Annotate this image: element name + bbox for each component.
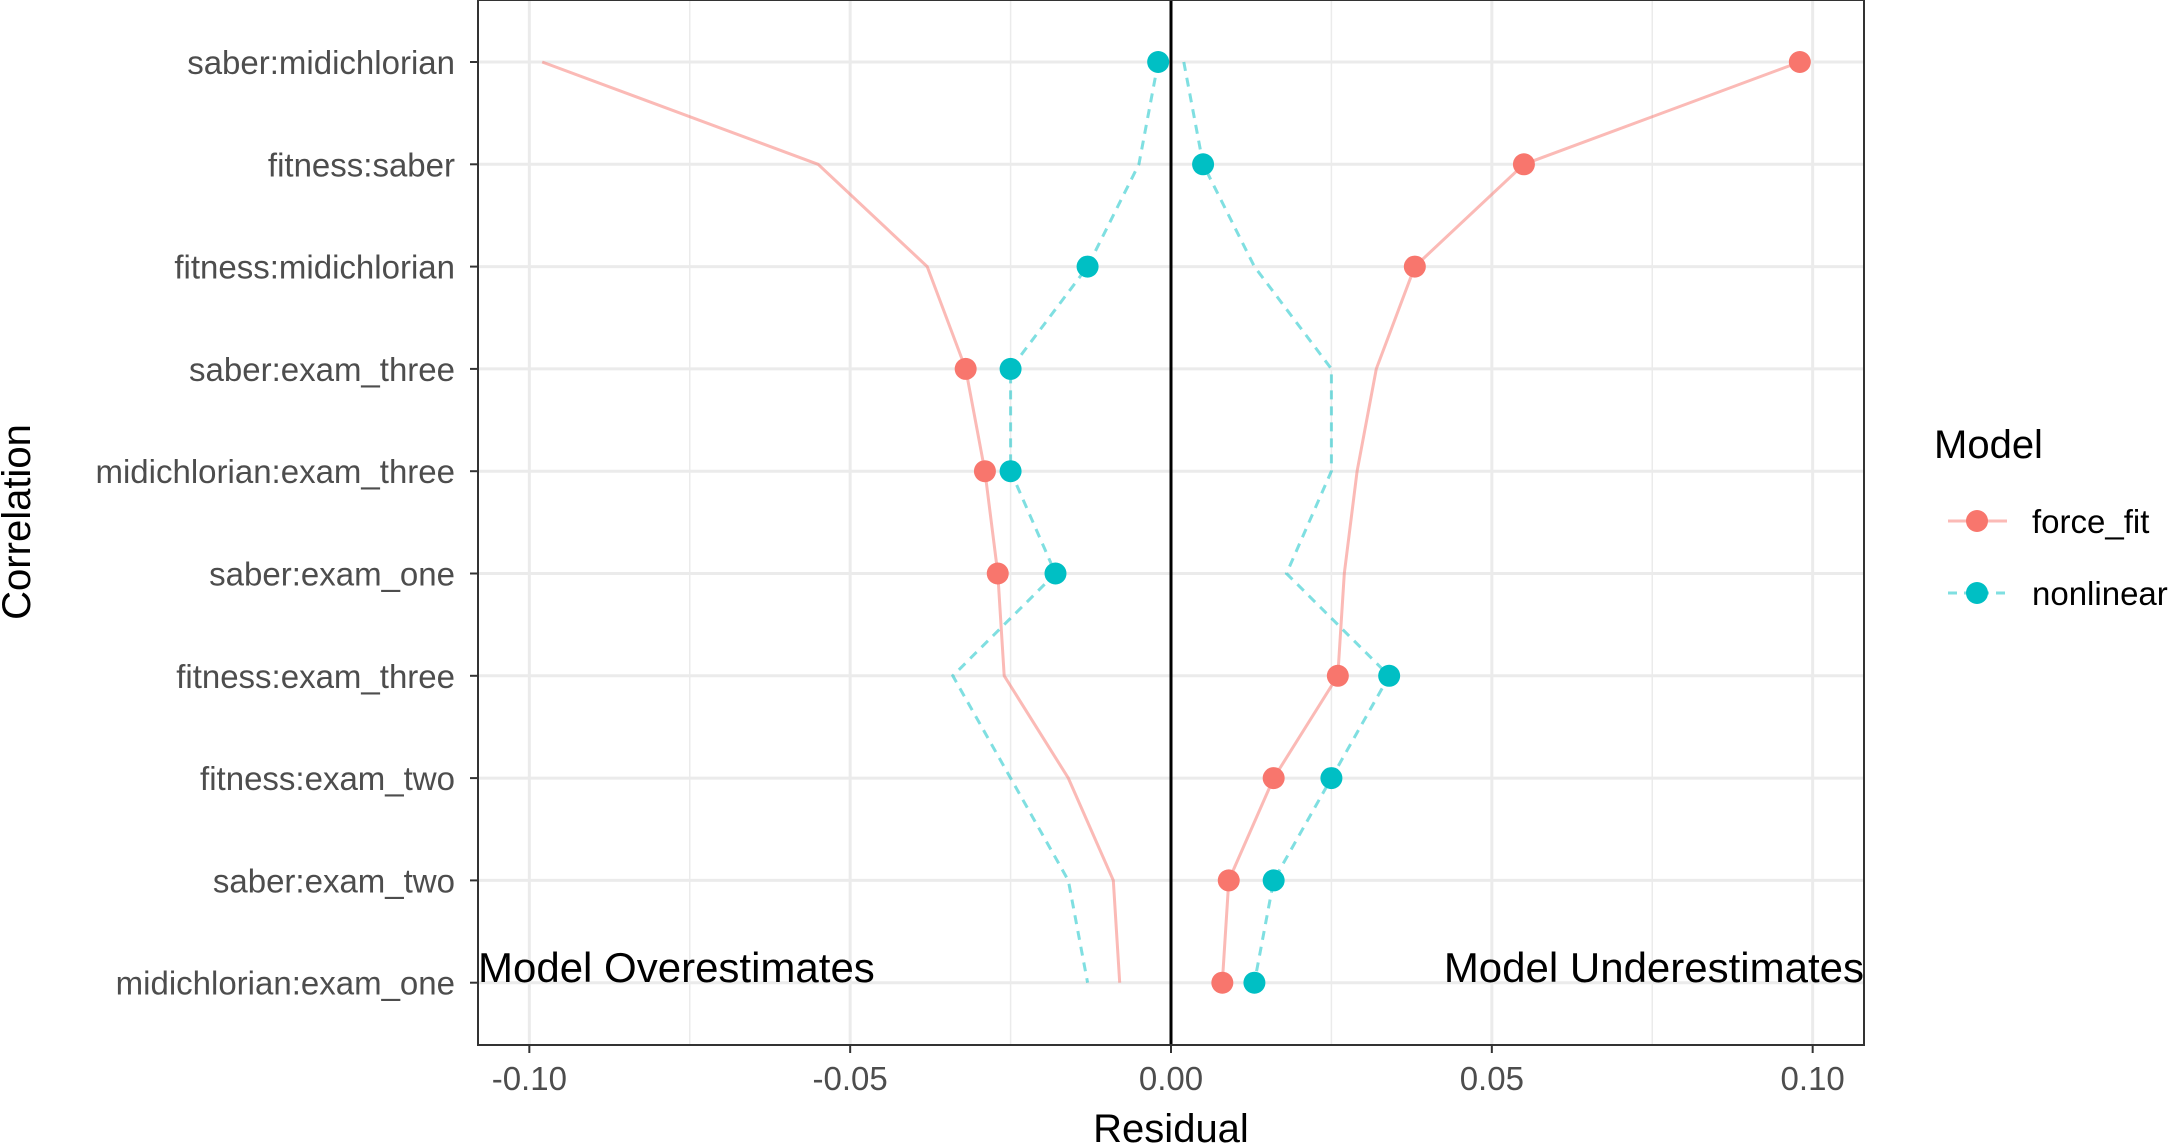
legend-item-force-fit: force_fit bbox=[1948, 503, 2149, 540]
line-force-fit-positive bbox=[1220, 60, 1801, 983]
annotation-overestimates: Model Overestimates bbox=[478, 944, 875, 991]
series-points bbox=[954, 51, 1811, 994]
point-nonlinear bbox=[1262, 869, 1285, 892]
x-tick-label: -0.05 bbox=[813, 1060, 888, 1097]
y-tick-label: saber:midichlorian bbox=[187, 44, 455, 81]
legend-label-force-fit: force_fit bbox=[2032, 503, 2149, 540]
line-force-fit-negative bbox=[541, 60, 1122, 983]
x-axis: -0.10 -0.05 0.00 0.05 0.10 bbox=[492, 1045, 1845, 1097]
point-nonlinear bbox=[999, 357, 1022, 380]
y-tick-label: saber:exam_two bbox=[213, 862, 455, 899]
y-axis-title: Correlation bbox=[0, 424, 39, 620]
x-axis-title: Residual bbox=[1093, 1107, 1249, 1147]
point-force-fit bbox=[954, 357, 977, 380]
annotation-underestimates: Model Underestimates bbox=[1444, 944, 1864, 991]
point-force-fit bbox=[1217, 869, 1240, 892]
x-tick-label: 0.00 bbox=[1139, 1060, 1203, 1097]
y-tick-label: midichlorian:exam_three bbox=[95, 453, 455, 490]
legend: Model force_fit nonlinear bbox=[1934, 423, 2168, 612]
point-nonlinear bbox=[1147, 51, 1170, 73]
point-force-fit bbox=[1512, 153, 1535, 176]
legend-title: Model bbox=[1934, 423, 2043, 467]
x-tick-label: 0.10 bbox=[1781, 1060, 1845, 1097]
y-axis: saber:midichlorian fitness:saber fitness:m… bbox=[95, 44, 478, 1002]
minor-gridlines bbox=[689, 0, 1653, 1045]
x-tick-label: -0.10 bbox=[492, 1060, 567, 1097]
x-tick-label: 0.05 bbox=[1460, 1060, 1524, 1097]
legend-point-force-fit bbox=[1966, 510, 1988, 532]
legend-item-nonlinear: nonlinear bbox=[1948, 575, 2168, 612]
series-lines bbox=[541, 60, 1801, 983]
point-force-fit bbox=[1326, 664, 1349, 687]
point-force-fit bbox=[1788, 51, 1811, 73]
legend-label-nonlinear: nonlinear bbox=[2032, 575, 2168, 612]
point-nonlinear bbox=[1044, 562, 1067, 585]
y-tick-label: fitness:saber bbox=[268, 146, 455, 183]
point-force-fit bbox=[973, 460, 996, 483]
y-tick-label: saber:exam_one bbox=[209, 556, 455, 593]
point-nonlinear bbox=[999, 460, 1022, 483]
point-force-fit bbox=[1262, 767, 1285, 790]
legend-point-nonlinear bbox=[1966, 582, 1988, 604]
y-tick-label: fitness:exam_two bbox=[200, 760, 455, 797]
point-nonlinear bbox=[1378, 664, 1401, 687]
point-force-fit bbox=[986, 562, 1009, 585]
y-tick-label: midichlorian:exam_one bbox=[116, 965, 455, 1002]
point-force-fit bbox=[1403, 255, 1426, 278]
point-nonlinear bbox=[1243, 971, 1266, 994]
y-tick-label: fitness:midichlorian bbox=[174, 249, 455, 286]
line-nonlinear-positive bbox=[1182, 61, 1392, 983]
point-nonlinear bbox=[1320, 767, 1343, 790]
line-nonlinear-negative bbox=[950, 61, 1160, 983]
y-tick-label: saber:exam_three bbox=[189, 351, 455, 388]
point-nonlinear bbox=[1076, 255, 1099, 278]
point-nonlinear bbox=[1192, 153, 1215, 176]
point-force-fit bbox=[1211, 971, 1234, 994]
y-tick-label: fitness:exam_three bbox=[176, 658, 455, 695]
